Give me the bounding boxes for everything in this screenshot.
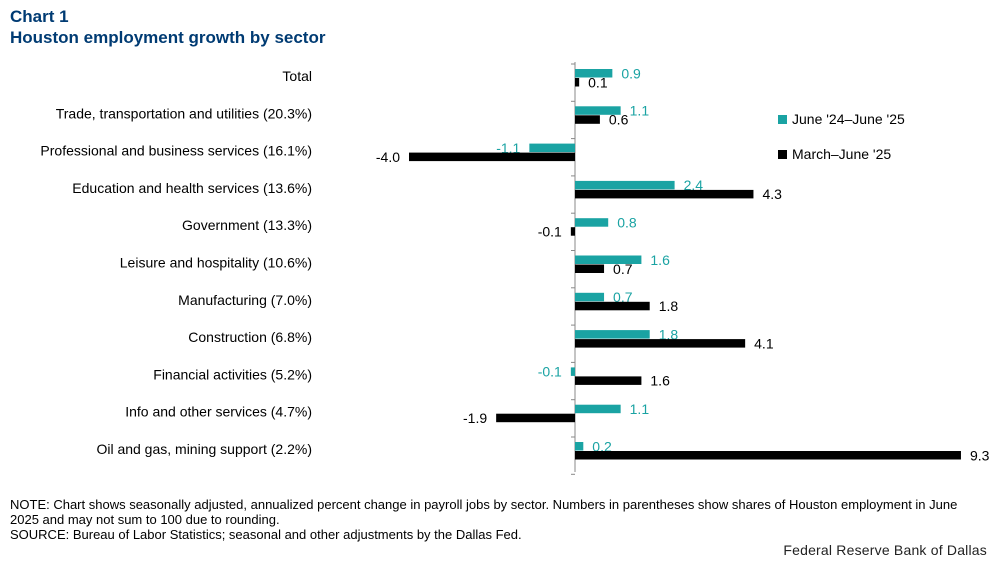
category-label: Financial activities (5.2%) [153,366,312,382]
bar-series-2 [575,339,746,348]
data-label-series-1: 1.6 [650,252,670,268]
bar-series-1 [575,292,605,302]
data-label-series-2: -4.0 [376,149,400,165]
legend-label-series-2: March–June '25 [792,146,892,162]
category-label: Info and other services (4.7%) [125,404,312,420]
bar-series-2 [575,264,605,273]
bar-series-2 [575,451,961,460]
data-label-series-2: 0.6 [609,112,629,128]
category-label: Trade, transportation and utilities (20.… [56,105,312,121]
data-label-series-2: 9.3 [970,447,990,463]
bar-series-2 [575,78,580,87]
category-label: Leisure and hospitality (10.6%) [120,255,312,271]
legend-swatch-series-2 [778,149,787,159]
data-label-series-1: 0.9 [621,65,641,81]
data-label-series-2: 4.3 [762,186,782,202]
bar-series-1 [575,330,650,339]
bar-series-2 [570,227,575,236]
data-label-series-2: -0.1 [538,223,562,239]
data-label-series-1: 0.2 [592,438,612,454]
data-label-series-2: -1.9 [463,410,487,426]
bar-series-2 [575,301,650,311]
data-label-series-1: 2.4 [684,177,704,193]
data-label-series-1: 1.1 [630,401,650,417]
legend-label-series-1: June '24–June '25 [792,111,905,127]
data-label-series-2: 0.7 [613,261,633,277]
legend-item-series-1: June '24–June '25 [778,111,905,127]
notes: NOTE: Chart shows seasonally adjusted, a… [10,497,985,542]
bar-series-2 [575,115,600,124]
bar-series-1 [575,442,584,451]
bar-series-2 [409,152,575,162]
bar-series-2 [575,376,642,385]
category-label: Total [282,68,312,84]
data-label-series-1: -0.1 [538,364,562,380]
bar-series-1 [575,106,621,115]
legend-swatch-series-1 [778,114,787,124]
bar-series-2 [575,189,754,199]
credit: Federal Reserve Bank of Dallas [783,542,987,558]
title-block: Chart 1 Houston employment growth by sec… [10,6,325,48]
category-label: Education and health services (13.6%) [72,180,312,196]
bar-series-2 [496,413,575,423]
data-label-series-1: 1.1 [630,103,650,119]
bar-series-1 [575,218,609,227]
category-label: Professional and business services (16.1… [40,143,312,159]
chart-number: Chart 1 [10,7,69,26]
category-label: Government (13.3%) [182,217,312,233]
bar-series-1 [575,69,613,78]
data-label-series-1: 0.7 [613,289,633,305]
chart-title: Houston employment growth by sector [10,28,326,47]
bar-series-1 [575,255,642,264]
data-label-series-2: 1.8 [659,298,679,314]
data-label-series-1: -1.1 [496,140,520,156]
bar-series-1 [570,367,575,376]
data-label-series-1: 0.8 [617,214,637,230]
category-label: Manufacturing (7.0%) [178,292,312,308]
bar-chart: Total 0.9 0.1 Trade, transportation and uti… [40,62,990,475]
bar-series-1 [529,143,575,153]
legend-item-series-2: March–June '25 [778,146,891,162]
note-text: NOTE: Chart shows seasonally adjusted, a… [10,497,958,527]
category-label: Oil and gas, mining support (2.2%) [96,441,312,457]
bar-series-1 [575,180,675,190]
data-label-series-2: 1.6 [650,373,670,389]
data-label-series-2: 4.1 [754,335,774,351]
category-label: Construction (6.8%) [188,329,312,345]
data-label-series-1: 1.8 [659,326,679,342]
source-text: SOURCE: Bureau of Labor Statistics; seas… [10,527,522,542]
data-label-series-2: 0.1 [588,74,608,90]
bar-series-1 [575,404,621,414]
